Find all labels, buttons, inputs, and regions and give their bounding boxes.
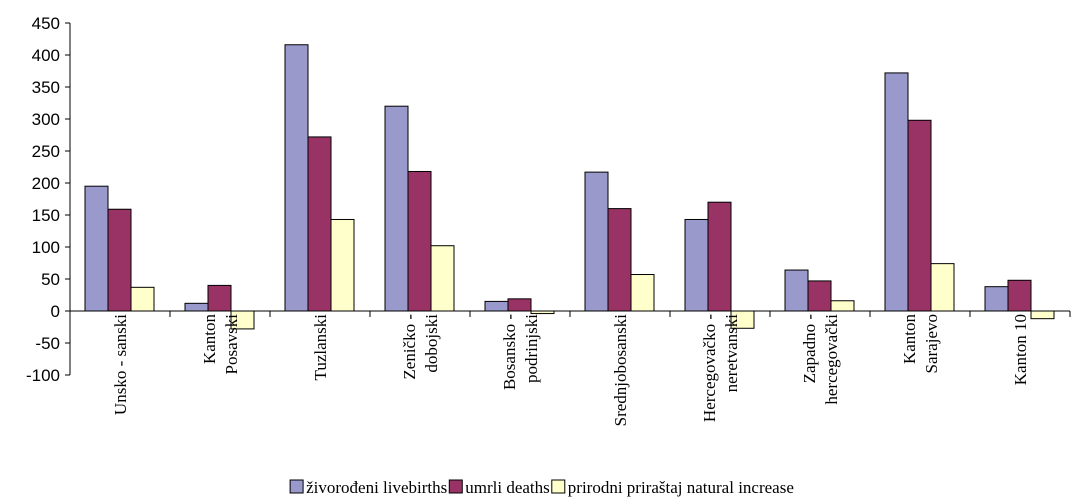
y-tick-label: -100 [26,366,60,385]
y-tick-label: 400 [32,46,60,65]
legend-swatch [551,479,566,494]
bar-1-8 [784,269,809,312]
y-tick-label: 0 [51,302,60,321]
bar-2-5 [507,298,532,312]
bars [84,44,1055,330]
bar-3-6 [630,274,655,312]
legend-swatch [289,479,304,494]
y-tick-label: 200 [32,174,60,193]
bar-3-10 [1030,310,1055,320]
category-labels: Unsko - sanski Kanton Posavski Tuzlanski Zen… [111,314,1030,427]
legend-label: prirodni priraštaj natural increase [568,478,794,497]
bar-3-3 [330,218,355,312]
legend-label: živorođeni livebirths [306,478,447,497]
y-tick-label: 150 [32,206,60,225]
category-label-4: dobojski [422,314,441,373]
category-label-5: Bosansko - [500,314,519,390]
legend-item-1: živorođeni livebirths [289,478,447,497]
x-axis [69,310,1071,317]
bar-1-10 [984,286,1009,312]
y-tick-label: -50 [35,334,60,353]
bar-3-9 [930,263,955,312]
category-label-1: Unsko - sanski [111,314,130,415]
bar-1-9 [884,72,909,312]
y-tick-label: 250 [32,142,60,161]
category-label-7: neretvanski [722,314,741,393]
bar-3-1 [130,286,155,312]
bar-3-8 [830,300,855,312]
bar-2-6 [607,208,632,312]
bar-2-8 [807,280,832,312]
bar-2-4 [407,170,432,312]
bar-1-1 [84,185,109,312]
category-label-6: Srednjobosanski [611,314,630,427]
y-tick-label: 450 [32,14,60,33]
bar-2-10 [1007,279,1032,312]
bar-1-7 [684,218,709,312]
bar-2-2 [207,284,232,312]
bar-1-6 [584,171,609,312]
bar-2-1 [107,208,132,312]
y-axis: 450 400 350 300 250 200 150 100 50 0 -50 -100 [26,14,71,385]
legend-item-3: prirodni priraštaj natural increase [551,478,794,497]
category-label-3: Tuzlanski [311,314,330,381]
category-label-10: Kanton 10 [1011,314,1030,385]
category-label-8: Zapadno - [800,314,819,384]
category-label-9: Kanton [900,314,919,365]
y-tick-label: 350 [32,78,60,97]
category-label-9: Sarajevo [922,314,941,373]
legend-label: umrli deaths [465,478,550,497]
bar-1-5 [484,300,509,312]
category-label-2: Posavski [222,314,241,375]
category-label-7: Hercegovačko - [700,314,719,422]
legend-item-2: umrli deaths [448,478,550,497]
y-tick-label: 300 [32,110,60,129]
legend: živorođeni livebirths umrli deaths prirodn… [289,478,794,497]
bar-1-2 [184,302,209,312]
bar-2-7 [707,201,732,312]
legend-swatch [448,479,463,494]
category-label-4: Zeničko - [400,314,419,380]
bar-1-4 [384,105,409,312]
category-label-2: Kanton [200,314,219,365]
category-label-5: podrinjski [522,314,541,383]
bar-3-4 [430,245,455,312]
bar-2-3 [307,136,332,312]
bar-2-9 [907,119,932,312]
y-tick-label: 50 [41,270,60,289]
bar-1-3 [284,44,309,312]
category-label-8: hercegovački [822,314,841,405]
y-tick-label: 100 [32,238,60,257]
